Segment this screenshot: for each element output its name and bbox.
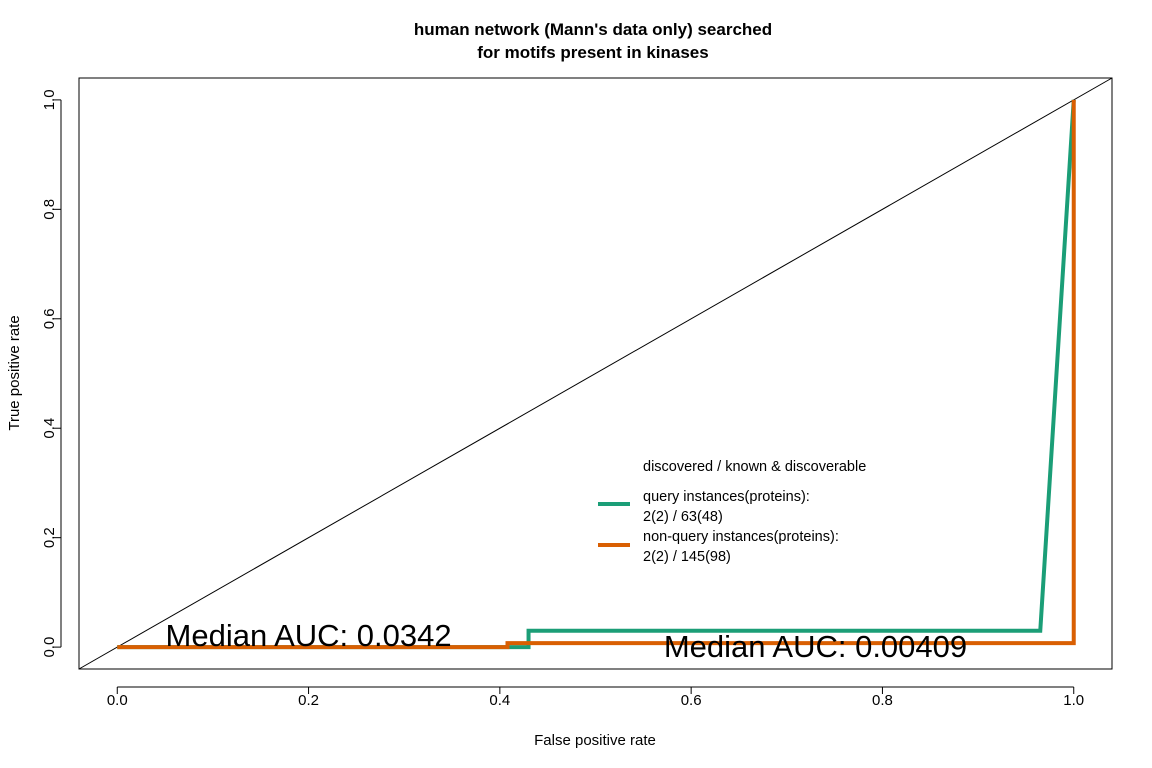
plot-area [78,77,1113,670]
y-tick-label: 0.6 [41,308,58,329]
chart-title-line-1: human network (Mann's data only) searche… [414,20,772,39]
chart-title-line-2: for motifs present in kinases [477,43,708,62]
legend-entry-query-line-2: 2(2) / 63(48) [643,509,723,525]
y-tick-label: 0.4 [41,418,58,439]
plot-frame [78,77,1113,670]
x-tick-label: 0.8 [872,692,893,709]
x-axis: 0.0 0.2 0.4 0.6 0.8 1.0 [107,686,1084,709]
x-tick-label: 0.2 [298,692,319,709]
y-axis: 0.0 0.2 0.4 0.6 0.8 1.0 [41,89,62,658]
x-tick-label: 1.0 [1063,692,1084,709]
y-tick-label: 1.0 [41,89,58,110]
annotation-median-auc-non-query: Median AUC: 0.00409 [664,629,967,664]
annotation-median-auc-query: Median AUC: 0.0342 [166,618,452,653]
x-tick-label: 0.0 [107,692,128,709]
legend-entry-non-query-line-1: non-query instances(proteins): [643,529,839,545]
y-tick-label: 0.2 [41,527,58,548]
legend-heading: discovered / known & discoverable [643,459,866,475]
y-tick-label: 0.8 [41,199,58,220]
y-axis-label: True positive rate [6,315,23,430]
x-tick-label: 0.6 [681,692,702,709]
legend-entry-non-query-line-2: 2(2) / 145(98) [643,549,731,565]
x-tick-label: 0.4 [489,692,510,709]
annotations: Median AUC: 0.0342 Median AUC: 0.00409 [166,618,968,664]
non-query-series-line [117,99,1076,650]
diagonal-reference-line [78,77,1113,670]
y-tick-label: 0.0 [41,637,58,658]
x-axis-label: False positive rate [534,732,656,749]
legend-entry-query-line-1: query instances(proteins): [643,489,810,505]
legend: discovered / known & discoverable query … [598,459,866,565]
